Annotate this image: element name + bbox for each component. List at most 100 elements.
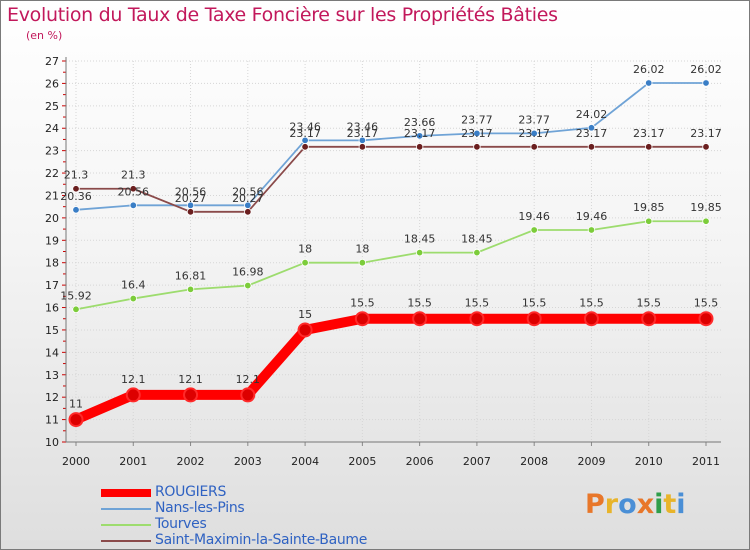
- data-label: 15.5: [465, 297, 490, 310]
- chart-title: Evolution du Taux de Taxe Foncière sur l…: [7, 4, 558, 26]
- legend-swatch: [101, 540, 151, 542]
- y-tick-label: 27: [45, 55, 59, 68]
- y-tick-label: 14: [45, 346, 59, 359]
- legend-swatch: [101, 524, 151, 526]
- data-point: [125, 387, 141, 403]
- data-label: 15.5: [350, 297, 375, 310]
- data-point: [587, 124, 596, 132]
- data-point: [129, 201, 137, 210]
- x-tick-label: 2003: [234, 455, 262, 468]
- data-point: [415, 143, 424, 151]
- chart-unit-label: (en %): [26, 29, 63, 42]
- data-label: 23.17: [461, 127, 493, 140]
- series-line-tourves: [75, 220, 707, 311]
- data-point: [469, 311, 485, 327]
- x-tick-label: 2008: [520, 455, 548, 468]
- data-point: [587, 143, 596, 151]
- legend-item: Nans-les-Pins: [101, 500, 501, 517]
- data-label: 26.02: [690, 63, 722, 76]
- y-tick-label: 25: [45, 100, 59, 113]
- data-point: [358, 143, 367, 151]
- data-point: [244, 208, 252, 216]
- data-point: [186, 208, 195, 216]
- data-point: [240, 387, 256, 403]
- logo-letter: P: [585, 489, 605, 520]
- data-point: [530, 143, 538, 151]
- y-tick-label: 16: [45, 302, 59, 315]
- data-label: 20.36: [60, 190, 92, 203]
- data-point: [358, 259, 367, 267]
- y-tick-label: 23: [45, 145, 59, 158]
- data-label: 18: [355, 243, 369, 256]
- legend-swatch: [101, 489, 151, 497]
- data-point: [186, 285, 195, 294]
- logo-letter: i: [676, 489, 686, 520]
- data-label: 23.17: [518, 127, 550, 140]
- data-label: 19.46: [576, 210, 608, 223]
- data-label: 16.98: [232, 266, 264, 279]
- data-label: 12.1: [121, 373, 146, 386]
- data-point: [702, 217, 710, 225]
- data-label: 23.17: [576, 127, 608, 140]
- data-label: 16.81: [175, 269, 207, 282]
- data-label: 16.4: [121, 279, 146, 292]
- data-label: 20.56: [175, 185, 207, 198]
- data-label: 19.85: [633, 201, 665, 214]
- data-point: [301, 143, 309, 151]
- logo-letter: t: [663, 489, 677, 520]
- data-label: 23.77: [518, 113, 550, 126]
- data-label: 23.66: [404, 116, 436, 129]
- data-label: 20.56: [232, 185, 264, 198]
- x-tick-label: 2004: [291, 455, 319, 468]
- y-tick-label: 11: [45, 414, 59, 427]
- logo-letter: o: [618, 489, 637, 520]
- data-label: 19.46: [518, 210, 550, 223]
- data-label: 23.77: [461, 113, 493, 126]
- data-label: 23.46: [289, 120, 321, 133]
- data-point: [412, 311, 428, 327]
- data-label: 15.5: [694, 297, 719, 310]
- legend-item: ROUGIERS: [101, 484, 501, 501]
- data-point: [244, 281, 252, 290]
- data-label: 23.17: [289, 127, 321, 140]
- data-label: 23.17: [347, 127, 379, 140]
- data-label: 11: [69, 398, 83, 411]
- data-point: [587, 226, 596, 234]
- y-tick-label: 18: [45, 257, 59, 270]
- data-point: [473, 129, 481, 138]
- data-label: 21.3: [121, 169, 146, 182]
- data-label: 23.17: [690, 127, 722, 140]
- data-point: [415, 248, 424, 257]
- data-point: [641, 311, 657, 327]
- series-line-rougiers: [71, 313, 711, 425]
- data-label: 18.45: [461, 233, 493, 246]
- data-label: 15.5: [522, 297, 547, 310]
- data-point: [702, 79, 710, 87]
- data-point: [645, 79, 653, 87]
- x-tick-label: 2006: [406, 455, 434, 468]
- data-point: [645, 143, 653, 151]
- legend-label: Tourves: [155, 516, 207, 532]
- y-tick-label: 13: [45, 369, 59, 382]
- logo-letter: x: [636, 489, 655, 520]
- y-tick-label: 15: [45, 324, 59, 337]
- series-lines: [68, 79, 714, 428]
- series-line-nans-les-pins: [75, 82, 707, 211]
- series-line-saint-maximin-la-sainte-baume: [75, 145, 707, 213]
- data-label: 15.92: [60, 289, 92, 302]
- data-label: 15.5: [636, 297, 661, 310]
- data-label: 18.45: [404, 233, 436, 246]
- data-point: [645, 217, 653, 225]
- x-tick-label: 2009: [577, 455, 605, 468]
- grid-lines: [66, 60, 721, 443]
- y-tick-label: 26: [45, 77, 59, 90]
- data-label: 18: [298, 243, 312, 256]
- y-tick-label: 17: [45, 279, 59, 292]
- data-point: [297, 322, 313, 338]
- y-tick-label: 12: [45, 391, 59, 404]
- logo-letter: r: [604, 489, 619, 520]
- x-tick-label: 2002: [177, 455, 205, 468]
- x-tick-label: 2000: [62, 455, 90, 468]
- y-tick-label: 21: [45, 189, 59, 202]
- y-tick-label: 10: [45, 436, 59, 449]
